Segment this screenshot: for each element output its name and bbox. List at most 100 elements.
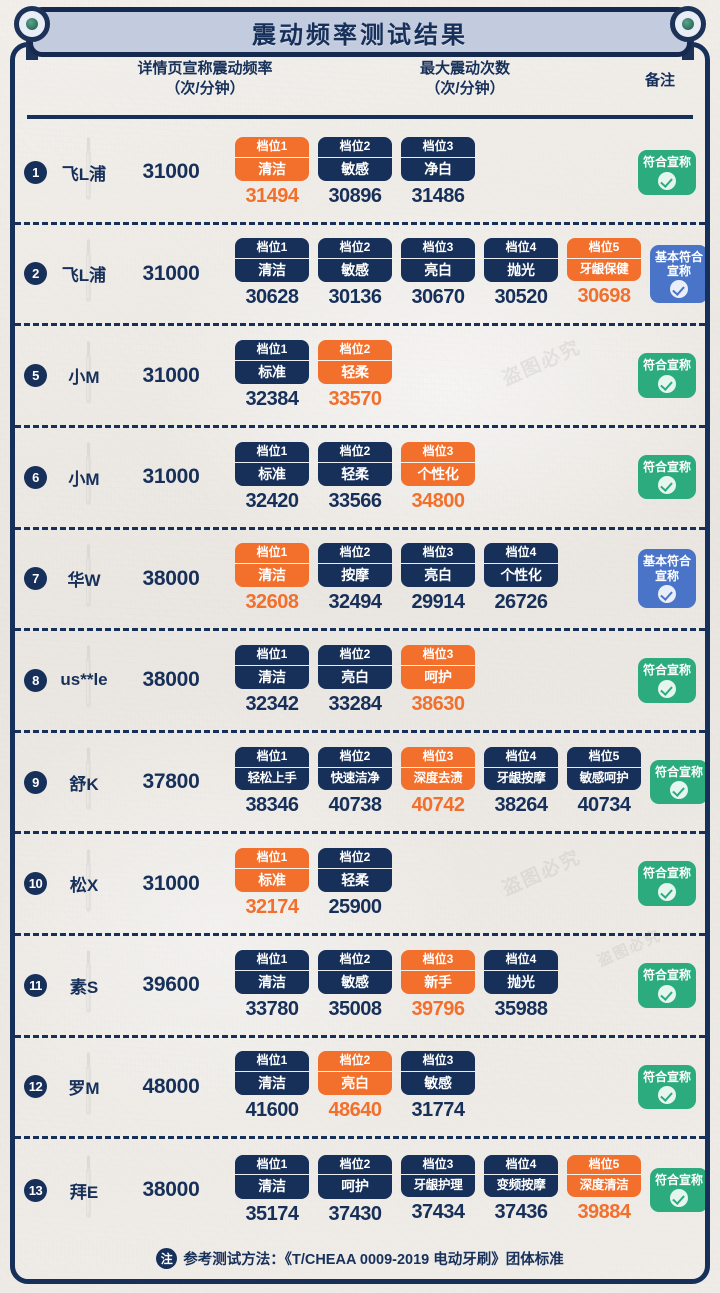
gear-level-label: 档位2 bbox=[318, 340, 392, 361]
gear-level-label: 档位3 bbox=[401, 950, 475, 971]
status-badge-text-line1: 基本符合 bbox=[642, 554, 691, 569]
gear-measured-value: 32420 bbox=[245, 489, 299, 512]
row-index-badge: 10 bbox=[24, 872, 47, 896]
gear-level-label: 档位1 bbox=[235, 340, 309, 361]
gear-list: 档位1 清洁 33780 档位2 敏感 35008 档位3 新手 39796 档位4 抛光 35988 bbox=[227, 944, 629, 1027]
check-icon bbox=[658, 1086, 676, 1105]
gear-list: 档位1 清洁 32608 档位2 按摩 32494 档位3 亮白 29914 档位4 个性化 2672… bbox=[227, 537, 629, 620]
table-row: 10 松X 31000 档位1 标准 32174 档位2 轻柔 25900 符合宣称 bbox=[15, 834, 705, 936]
gear-mode-label: 清洁 bbox=[258, 567, 286, 584]
row-index-badge: 8 bbox=[24, 668, 47, 692]
table-rows: 1 飞L浦 31000 档位1 清洁 31494 档位2 敏感 30896 档位3 净白 31486 符… bbox=[15, 123, 705, 1241]
gear-measured-value: 34800 bbox=[411, 489, 465, 512]
gear-measured-value: 30896 bbox=[328, 184, 382, 207]
gear-chip: 档位5 深度清洁 bbox=[567, 1154, 641, 1197]
gear-level-label: 档位2 bbox=[318, 543, 392, 565]
gear-level-label: 档位3 bbox=[401, 442, 475, 463]
row-index-badge: 9 bbox=[24, 770, 47, 794]
note-badge-icon: 注 bbox=[156, 1248, 178, 1269]
status-badge-text: 符合宣称 bbox=[642, 663, 691, 678]
gear-measured-value: 31774 bbox=[411, 1099, 465, 1122]
column-header-max-line2: （次/分钟） bbox=[425, 80, 505, 98]
gear-measured-value: 41600 bbox=[245, 1099, 299, 1122]
gear-level-label: 档位3 bbox=[401, 645, 475, 666]
gear-level-label: 档位4 bbox=[484, 950, 558, 971]
row-identity: 8 us**le 38000 bbox=[15, 631, 227, 730]
gear-chip: 档位2 轻柔 bbox=[318, 441, 392, 486]
check-icon bbox=[658, 585, 676, 604]
column-header-claimed-line2: （次/分钟） bbox=[165, 80, 245, 98]
table-row: 9 舒K 37800 档位1 轻松上手 38346 档位2 快速洁净 40738 档位3 深度去渍 4… bbox=[15, 733, 705, 835]
gear-mode-label: 牙龈按摩 bbox=[496, 771, 546, 786]
gear-level-label: 档位2 bbox=[318, 442, 392, 463]
table-row: 8 us**le 38000 档位1 清洁 32342 档位2 亮白 33284 档位3 呵护 386… bbox=[15, 631, 705, 733]
remark-cell: 符合宣称 bbox=[629, 1064, 705, 1110]
gear-mode-label: 清洁 bbox=[258, 262, 286, 279]
gear-entry: 档位5 牙龈保健 30698 bbox=[567, 238, 641, 307]
gear-chip: 档位1 清洁 bbox=[235, 136, 309, 181]
gear-mode-label: 净白 bbox=[424, 160, 452, 177]
column-header-claimed-line1: 详情页宣称震动频率 bbox=[137, 60, 273, 77]
status-badge: 基本符合 宣称 bbox=[650, 244, 705, 304]
status-badge-text: 符合宣称 bbox=[642, 968, 691, 983]
gear-level-label: 档位1 bbox=[235, 1155, 309, 1176]
table-row: 6 小M 31000 档位1 标准 32420 档位2 轻柔 33566 档位3 个性化 34800 符… bbox=[15, 428, 705, 530]
gear-measured-value: 39884 bbox=[577, 1200, 631, 1223]
brand-name: 罗M bbox=[68, 1079, 100, 1099]
gear-level-label: 档位1 bbox=[235, 238, 309, 260]
check-icon bbox=[658, 984, 676, 1003]
gear-entry: 档位1 标准 32384 bbox=[235, 340, 309, 411]
claimed-frequency-value: 38000 bbox=[142, 1178, 200, 1202]
gear-mode-label: 呵护 bbox=[341, 1178, 369, 1195]
gear-measured-value: 33566 bbox=[328, 489, 382, 512]
page-title: 震动频率测试结果 bbox=[252, 21, 468, 49]
brand-name: 松X bbox=[69, 876, 99, 896]
gear-measured-value: 39796 bbox=[411, 997, 465, 1020]
claimed-frequency-value: 48000 bbox=[142, 1074, 200, 1098]
gear-chip: 档位3 牙龈护理 bbox=[401, 1154, 475, 1197]
gear-mode-label: 亮白 bbox=[341, 668, 369, 685]
gear-level-label: 档位2 bbox=[318, 1155, 392, 1176]
gear-entry: 档位4 牙龈按摩 38264 bbox=[484, 747, 558, 816]
gear-entry: 档位5 深度清洁 39884 bbox=[567, 1154, 641, 1224]
gear-chip: 档位1 清洁 bbox=[235, 543, 309, 588]
gear-chip: 档位2 亮白 bbox=[318, 1051, 392, 1096]
gear-measured-value: 31494 bbox=[245, 184, 299, 207]
gear-measured-value: 38264 bbox=[494, 793, 548, 816]
column-header-max-line1: 最大震动次数 bbox=[419, 60, 510, 77]
gear-entry: 档位1 清洁 31494 bbox=[235, 136, 309, 208]
gear-measured-value: 26726 bbox=[494, 591, 548, 614]
gear-level-label: 档位1 bbox=[235, 1051, 309, 1073]
gear-entry: 档位2 敏感 30896 bbox=[318, 136, 392, 208]
gear-entry: 档位2 快速洁净 40738 bbox=[318, 747, 392, 816]
gear-chip: 档位1 轻松上手 bbox=[235, 747, 309, 790]
claimed-frequency-value: 37800 bbox=[142, 770, 200, 794]
remark-cell: 符合宣称 bbox=[641, 759, 705, 805]
status-badge-text: 符合宣称 bbox=[642, 358, 691, 373]
status-badge-text-line1: 基本符合 bbox=[654, 249, 703, 264]
row-index-badge: 11 bbox=[24, 973, 47, 997]
gear-measured-value: 40734 bbox=[577, 793, 631, 816]
claimed-frequency-value: 38000 bbox=[142, 668, 200, 692]
gear-chip: 档位3 亮白 bbox=[401, 238, 475, 283]
gear-mode-label: 清洁 bbox=[258, 1178, 286, 1195]
gear-level-label: 档位4 bbox=[484, 747, 558, 769]
gear-chip: 档位2 呵护 bbox=[318, 1154, 392, 1199]
status-badge: 符合宣称 bbox=[650, 759, 705, 805]
gear-measured-value: 38346 bbox=[245, 793, 299, 816]
gear-entry: 档位4 个性化 26726 bbox=[484, 543, 558, 614]
gear-mode-label: 标准 bbox=[258, 465, 286, 482]
status-badge-text: 符合宣称 bbox=[642, 155, 691, 170]
gear-entry: 档位3 新手 39796 bbox=[401, 949, 475, 1021]
row-index-badge: 6 bbox=[24, 465, 47, 489]
gear-chip: 档位1 清洁 bbox=[235, 1154, 309, 1199]
row-identity: 9 舒K 37800 bbox=[15, 733, 227, 832]
gear-level-label: 档位3 bbox=[401, 543, 475, 565]
gear-measured-value: 35988 bbox=[494, 997, 548, 1020]
gear-entry: 档位2 亮白 33284 bbox=[318, 644, 392, 716]
gear-level-label: 档位3 bbox=[401, 238, 475, 260]
gear-measured-value: 37436 bbox=[494, 1200, 548, 1223]
footer-note-text: 参考测试方法：《T/CHEAA 0009-2019 电动牙刷》团体标准 bbox=[183, 1252, 564, 1268]
gear-chip: 档位4 个性化 bbox=[484, 543, 558, 588]
gear-mode-label: 标准 bbox=[258, 363, 286, 380]
